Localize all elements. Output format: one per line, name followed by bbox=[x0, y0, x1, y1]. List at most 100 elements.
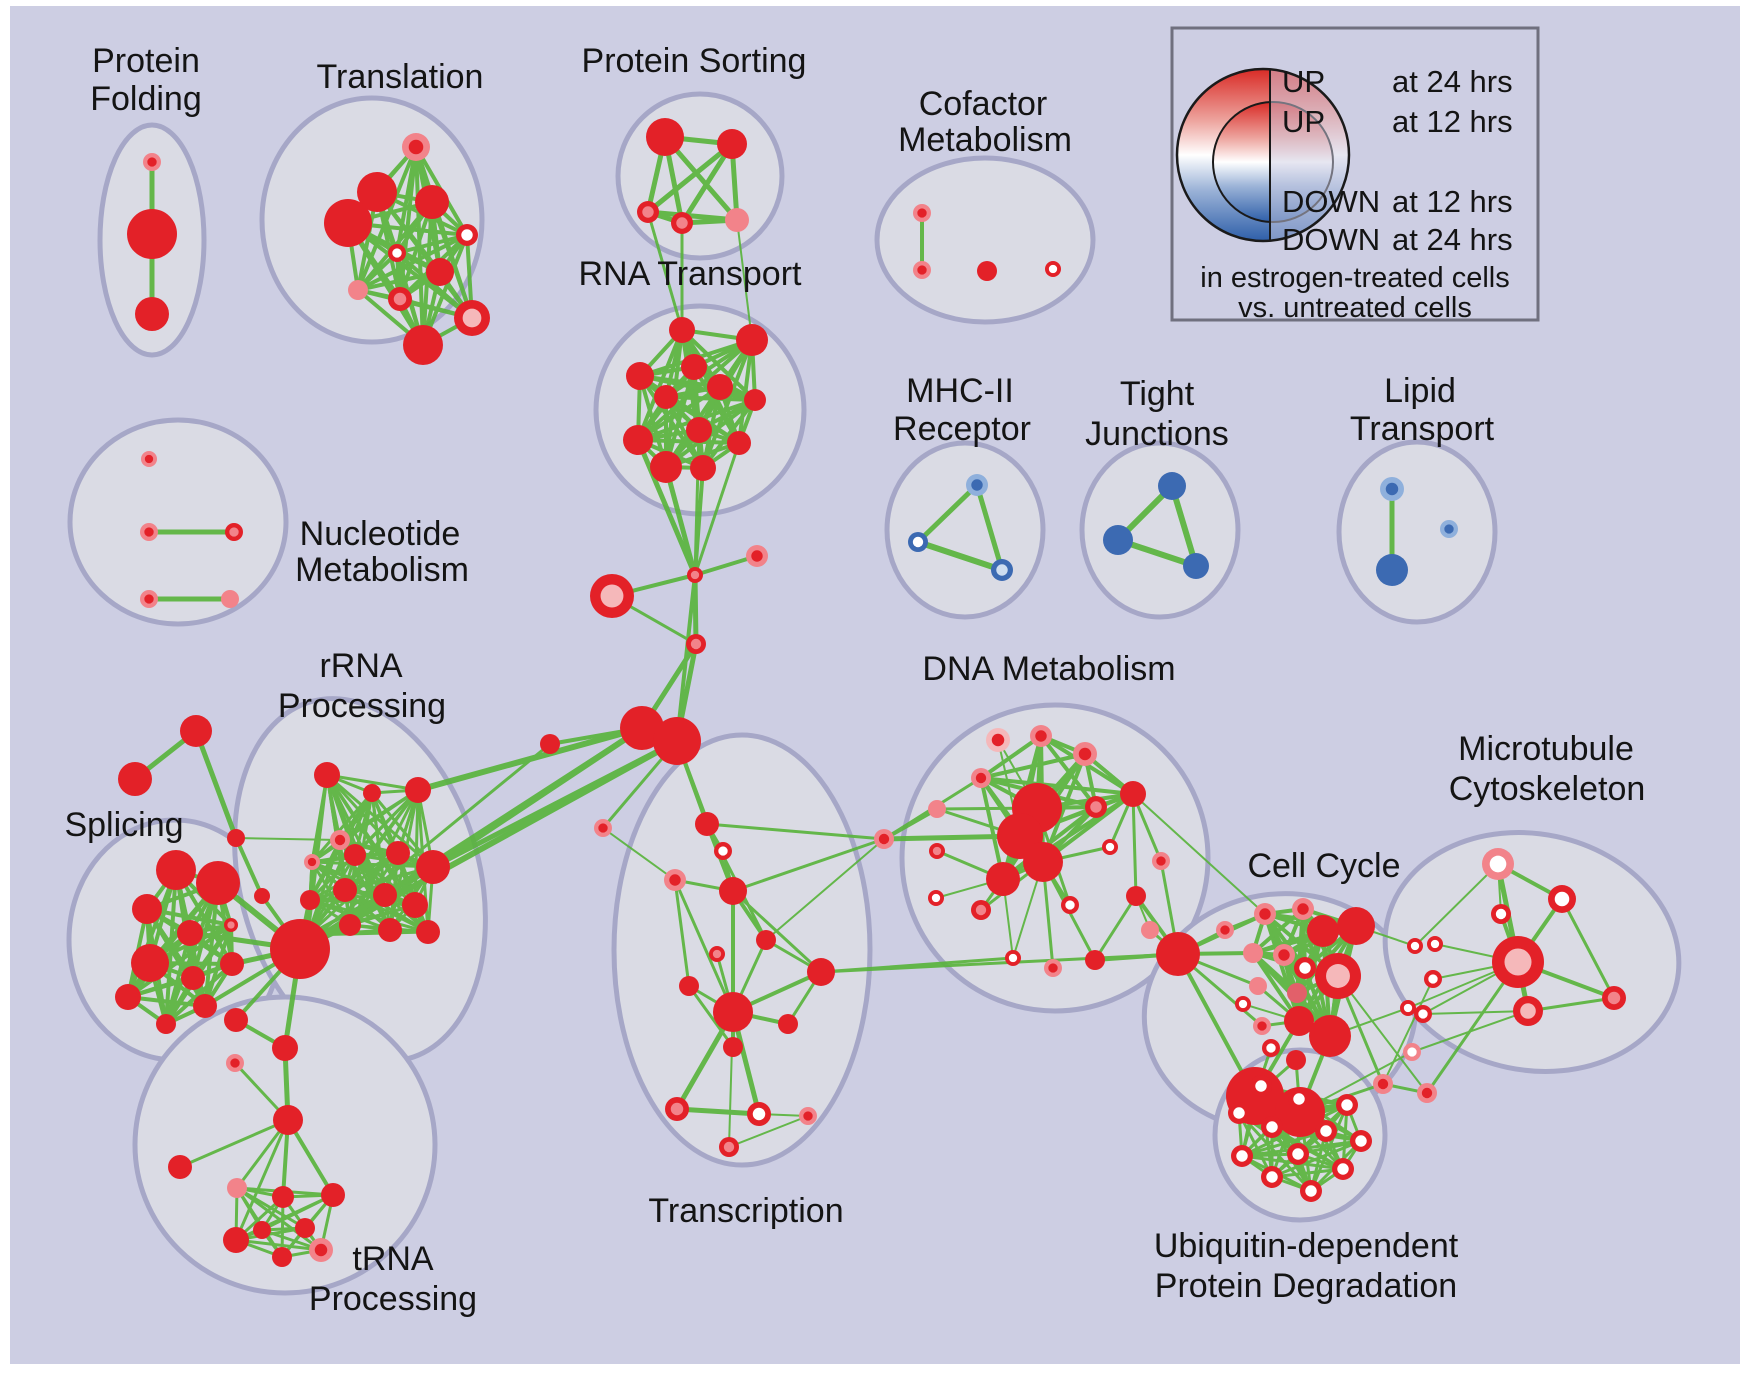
network-node-core bbox=[1048, 264, 1058, 274]
cluster-label-translation: Translation bbox=[317, 58, 484, 96]
cluster-ellipse-transcription bbox=[611, 732, 873, 1168]
network-edge bbox=[178, 1118, 290, 1169]
network-node bbox=[180, 715, 212, 747]
network-node bbox=[646, 118, 684, 156]
legend-time-label: at 12 hrs bbox=[1392, 184, 1513, 219]
network-node-core bbox=[1255, 1080, 1267, 1092]
network-edge bbox=[687, 984, 735, 1049]
network-node bbox=[928, 800, 946, 818]
network-node-core bbox=[1297, 903, 1309, 915]
network-node-core bbox=[1035, 730, 1047, 742]
network-edge bbox=[979, 752, 1087, 780]
network-node-core bbox=[1421, 1087, 1433, 1099]
network-edge bbox=[915, 482, 980, 545]
network-node bbox=[426, 258, 454, 286]
network-edge-cross bbox=[663, 464, 698, 578]
network-node-core bbox=[931, 893, 941, 903]
network-node-core bbox=[1278, 949, 1290, 961]
network-edge bbox=[636, 385, 722, 442]
network-node-core bbox=[1430, 939, 1440, 949]
network-node bbox=[1249, 977, 1267, 995]
network-edge bbox=[1337, 975, 1428, 1094]
network-node-core bbox=[227, 921, 235, 929]
network-nodes bbox=[115, 118, 1626, 1267]
network-node bbox=[227, 1178, 247, 1198]
network-node-core bbox=[718, 846, 728, 856]
network-node bbox=[713, 992, 753, 1032]
network-edge-cross bbox=[1425, 960, 1520, 1095]
network-edge bbox=[164, 962, 234, 1026]
network-node-core bbox=[1266, 1043, 1276, 1053]
network-node-core bbox=[1292, 1148, 1304, 1160]
cluster-label-cofactor-metabolism-line2: Metabolism bbox=[898, 121, 1072, 159]
network-node bbox=[333, 878, 357, 902]
network-edge bbox=[234, 1238, 323, 1252]
network-node bbox=[402, 892, 428, 918]
network-edge-cross bbox=[235, 837, 341, 841]
cluster-ellipse-lipid-transport bbox=[1336, 439, 1498, 625]
network-node bbox=[168, 1155, 192, 1179]
network-node bbox=[300, 890, 320, 910]
network-edge-cross bbox=[193, 728, 239, 841]
network-node bbox=[669, 317, 695, 343]
network-node-core bbox=[392, 248, 402, 258]
network-edge-cross bbox=[298, 742, 552, 951]
network-node bbox=[1183, 553, 1209, 579]
network-edge bbox=[1093, 894, 1138, 962]
network-node-core bbox=[1156, 856, 1166, 866]
network-node-core bbox=[803, 1111, 813, 1121]
network-node-core bbox=[1238, 999, 1248, 1009]
network-edge-cross bbox=[736, 219, 753, 341]
legend-footer-line2: vs. untreated cells bbox=[1238, 292, 1472, 324]
cluster-label-mhc-ii-receptor-line1: MHC-II bbox=[906, 372, 1014, 410]
network-node-core bbox=[1520, 1003, 1536, 1019]
network-edge bbox=[1270, 1167, 1345, 1179]
network-node-core bbox=[1355, 1135, 1367, 1147]
network-edge bbox=[674, 1106, 762, 1117]
cluster-label-tight-junctions-line1: Tight bbox=[1120, 375, 1195, 413]
network-node bbox=[690, 455, 716, 481]
legend-time-label: at 12 hrs bbox=[1392, 104, 1513, 139]
network-edge-cross bbox=[646, 210, 684, 332]
network-node-core bbox=[1048, 963, 1058, 973]
network-node bbox=[707, 374, 733, 400]
cluster-label-protein-sorting: Protein Sorting bbox=[582, 42, 807, 80]
network-node-core bbox=[917, 265, 927, 275]
network-edge bbox=[1560, 897, 1616, 1000]
network-edge bbox=[636, 438, 741, 445]
network-node-core bbox=[971, 479, 983, 491]
network-node-core bbox=[1341, 1099, 1353, 1111]
network-node bbox=[1023, 842, 1063, 882]
network-node bbox=[1156, 932, 1200, 976]
network-node-core bbox=[598, 823, 608, 833]
network-node bbox=[295, 1218, 315, 1238]
legend-outer-outline bbox=[1175, 67, 1351, 243]
network-edge-cross bbox=[1132, 793, 1266, 915]
cluster-label-rrna-processing-line2: Processing bbox=[278, 687, 446, 725]
cluster-label-mhc-ii-receptor-line2: Receptor bbox=[893, 410, 1031, 448]
network-edge bbox=[728, 1011, 734, 1148]
network-node-core bbox=[1266, 1121, 1278, 1133]
network-edge-cross bbox=[765, 838, 885, 941]
network-node-core bbox=[1233, 1107, 1245, 1119]
legend-direction-label: UP bbox=[1282, 104, 1325, 139]
network-node-core bbox=[1403, 1003, 1413, 1013]
cluster-label-ubiquitin-degradation-line1: Ubiquitin-dependent bbox=[1154, 1227, 1459, 1265]
network-edge bbox=[145, 907, 207, 1008]
network-node bbox=[270, 919, 330, 979]
network-node-core bbox=[1337, 1163, 1349, 1175]
network-node-core bbox=[1326, 964, 1350, 988]
network-node bbox=[378, 918, 402, 942]
network-node bbox=[1309, 1015, 1351, 1057]
network-node-core bbox=[1299, 962, 1311, 974]
cluster-label-trna-processing-line2: Processing bbox=[309, 1280, 477, 1318]
cluster-label-protein-folding-line1: Protein bbox=[92, 42, 200, 80]
network-node-core bbox=[1489, 855, 1507, 873]
network-edge bbox=[310, 860, 435, 869]
network-node bbox=[220, 952, 244, 976]
network-node bbox=[1307, 915, 1339, 947]
network-node-core bbox=[996, 564, 1008, 576]
network-node bbox=[977, 261, 997, 281]
legend-direction-label: DOWN bbox=[1282, 222, 1380, 257]
